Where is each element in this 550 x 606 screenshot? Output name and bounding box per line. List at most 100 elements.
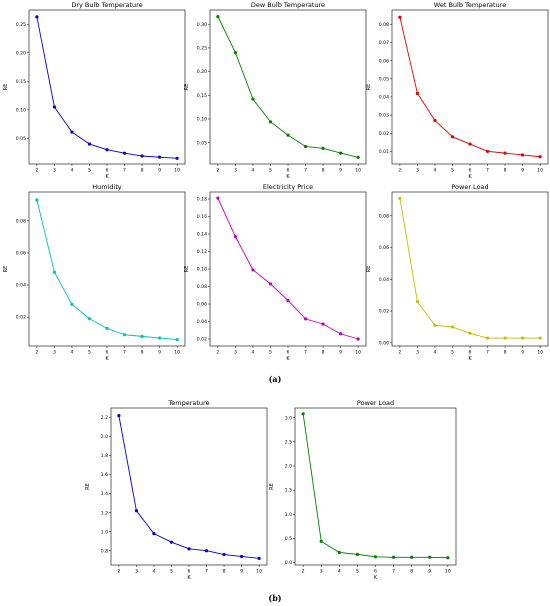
x-tick-label: 8 [223,569,226,575]
x-tick-label: 8 [322,350,325,356]
x-tick-label: 9 [158,168,161,174]
data-point [301,412,305,416]
data-point [373,555,378,559]
data-point [428,555,432,559]
x-tick-label: 6 [374,569,377,575]
x-tick-label: 2 [35,168,38,174]
x-tick-label: 10 [174,350,180,356]
data-point [268,282,273,286]
data-point [415,91,420,95]
x-tick-label: 7 [123,350,126,356]
data-point [356,337,360,341]
y-tick-label: 3.0 [285,415,292,421]
x-tick-label: 6 [106,350,109,356]
data-point [222,552,226,557]
y-axis-label: RE [366,266,372,273]
x-tick-label: 2 [216,168,219,174]
y-tick-label: 0.15 [16,79,26,85]
plot-frame [391,9,549,165]
chart-title: Power Load [451,183,488,191]
x-tick-label: 9 [240,569,243,575]
data-point [35,15,39,19]
data-point [503,151,507,155]
x-tick-label: 10 [445,569,451,575]
x-tick-label: 8 [504,168,507,174]
data-point [52,105,57,109]
x-tick-label: 7 [304,350,307,356]
data-point [338,332,343,336]
data-point [503,336,507,340]
y-tick-label: 0.08 [379,22,389,28]
data-point [410,555,414,559]
y-tick-label: 0.10 [16,107,26,113]
y-tick-label: 0.18 [197,197,207,203]
x-tick-label: 3 [234,350,237,356]
x-tick-label: 8 [504,350,507,356]
y-tick-label: 0.05 [16,136,26,142]
x-tick-label: 3 [320,569,323,575]
x-tick-label: 4 [251,168,254,174]
plot-frame [209,191,367,347]
data-point [152,532,156,536]
y-axis-label: RE [3,84,9,91]
data-point [303,317,308,321]
y-axis-label: RE [184,266,190,273]
data-point [485,336,490,340]
data-point [187,547,191,551]
data-point [446,556,450,560]
x-axis-label: K [286,356,290,362]
y-tick-label: 0.14 [197,232,207,238]
data-point [140,334,144,338]
y-tick-label: 0.06 [16,251,26,257]
x-tick-label: 2 [398,168,401,174]
data-point [134,509,139,513]
data-point [70,130,74,134]
y-tick-label: 0.06 [379,58,389,64]
data-point [87,317,92,321]
x-tick-label: 8 [410,569,413,575]
x-tick-label: 4 [433,350,436,356]
x-tick-label: 2 [216,350,219,356]
y-tick-label: 1.4 [101,491,108,497]
chart-title: Electricity Price [263,183,313,191]
series-line [36,199,178,341]
y-tick-label: 2.0 [101,434,108,440]
x-tick-label: 5 [356,569,359,575]
x-tick-label: 7 [486,350,489,356]
y-axis-label: RE [3,266,9,273]
x-tick-label: 9 [428,569,431,575]
data-point [122,333,127,337]
data-point [216,196,220,200]
data-point [355,552,360,556]
x-axis-label: K [105,174,109,180]
plot-frame [209,9,367,165]
x-tick-label: 5 [170,569,173,575]
y-tick-label: 0.01 [379,149,389,155]
x-tick-label: 4 [338,569,341,575]
x-tick-label: 5 [88,350,91,356]
x-tick-label: 3 [53,350,56,356]
data-point [251,268,255,272]
x-axis-label: K [374,575,378,581]
data-point [433,323,437,327]
series-line [118,415,260,559]
x-tick-label: 2 [398,350,401,356]
x-axis-label: K [286,174,290,180]
data-point [319,539,323,543]
y-tick-label: 0.08 [16,218,26,224]
x-tick-label: 6 [469,168,472,174]
y-tick-label: 0.5 [285,536,292,542]
y-tick-label: 0.06 [197,302,207,308]
data-point [468,142,472,146]
y-tick-label: 2.5 [285,439,292,445]
data-point [398,196,402,200]
y-tick-label: 0.02 [379,309,389,315]
data-point [175,337,179,342]
y-axis-label: RE [269,483,275,490]
y-tick-label: 0.15 [197,93,207,99]
data-point [321,146,325,150]
x-axis-label: K [187,575,191,581]
y-tick-label: 0.05 [197,140,207,146]
y-tick-label: 0.07 [379,40,389,46]
